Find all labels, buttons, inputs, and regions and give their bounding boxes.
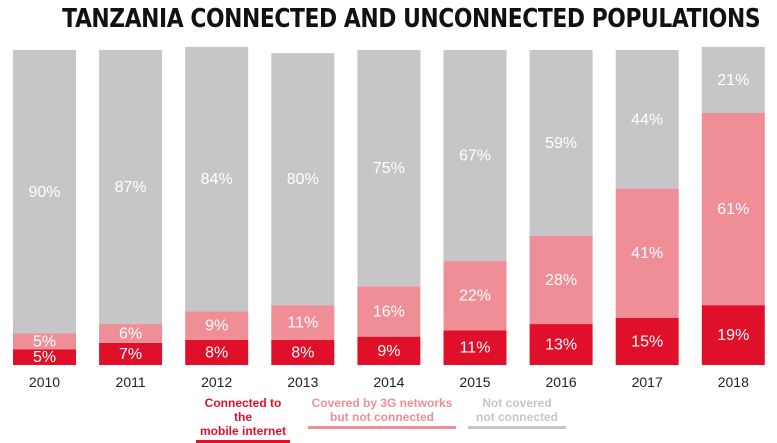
data-label-2012-covered-by: 9%	[205, 318, 228, 335]
data-label-2011-connected-to: 7%	[119, 346, 142, 363]
bar-2015-covered-by	[443, 261, 507, 331]
bar-2016-not-covered	[529, 50, 593, 236]
data-label-2014-covered-by: 16%	[373, 303, 405, 320]
data-label-2010-covered-by: 5%	[33, 333, 56, 350]
data-label-2010-connected-to: 5%	[33, 349, 56, 366]
bar-2014-connected-to	[357, 336, 421, 365]
data-label-2013-connected-to: 8%	[291, 344, 314, 361]
bar-2018-covered-by	[701, 113, 765, 306]
x-tick-label-2013: 2013	[287, 374, 318, 390]
data-label-2011-not-covered: 87%	[115, 179, 147, 196]
x-tick-label-2017: 2017	[632, 374, 663, 390]
bar-2015-not-covered	[443, 50, 507, 262]
legend-connected: Connected to the mobile internet	[196, 396, 290, 443]
data-label-2012-connected-to: 8%	[205, 344, 228, 361]
data-label-2011-covered-by: 6%	[119, 326, 142, 343]
data-label-2014-not-covered: 75%	[373, 160, 405, 177]
legend-connected-line1: Connected to the	[204, 396, 282, 424]
bar-2012-connected-to	[185, 339, 249, 365]
bar-2017-not-covered	[615, 50, 679, 189]
data-label-2018-covered-by: 61%	[717, 201, 749, 218]
data-label-2013-not-covered: 80%	[287, 171, 319, 188]
data-label-2016-connected-to: 13%	[545, 337, 577, 354]
bar-2017-connected-to	[615, 317, 679, 365]
legend-connected-line2: mobile internet	[199, 424, 286, 438]
legend-covered-swatch	[308, 426, 456, 429]
bar-2017-covered-by	[615, 188, 679, 318]
bar-2010-covered-by	[13, 333, 76, 350]
legend-covered: Covered by 3G networks but not connected	[308, 396, 456, 429]
data-label-2015-connected-to: 11%	[460, 340, 491, 357]
bar-2018-connected-to	[701, 305, 765, 365]
legend-not-covered-line1: Not covered	[482, 396, 552, 410]
bar-2012-covered-by	[185, 311, 249, 340]
data-label-2018-not-covered: 21%	[717, 72, 749, 89]
bar-2014-not-covered	[357, 50, 421, 287]
data-label-2016-covered-by: 28%	[545, 272, 577, 289]
bar-2010-connected-to	[13, 349, 76, 365]
bar-2011-not-covered	[99, 50, 163, 325]
bar-2015-connected-to	[443, 330, 507, 365]
x-tick-label-2011: 2011	[116, 374, 146, 390]
bar-2012-not-covered	[185, 46, 249, 312]
data-label-2012-not-covered: 84%	[201, 171, 233, 188]
bar-2018-not-covered	[701, 46, 765, 113]
chart-title: TANZANIA CONNECTED AND UNCONNECTED POPUL…	[62, 4, 761, 34]
data-label-2016-not-covered: 59%	[545, 135, 577, 152]
data-label-2010-not-covered: 90%	[28, 184, 60, 201]
bar-2013-connected-to	[271, 339, 335, 365]
x-tick-label-2014: 2014	[373, 374, 404, 390]
legend-covered-line2: but not connected	[330, 410, 434, 424]
data-label-2014-connected-to: 9%	[377, 343, 400, 360]
legend-not-covered-swatch	[468, 426, 566, 429]
bar-2013-not-covered	[271, 53, 335, 306]
data-label-2018-connected-to: 19%	[717, 327, 749, 344]
x-tick-label-2018: 2018	[718, 374, 749, 390]
bar-2011-connected-to	[99, 342, 163, 365]
bar-2016-connected-to	[529, 324, 593, 365]
bar-2014-covered-by	[357, 286, 421, 337]
data-label-2017-not-covered: 44%	[631, 111, 663, 128]
legend-not-covered: Not covered not connected	[468, 396, 566, 429]
data-label-2015-covered-by: 22%	[459, 288, 491, 305]
data-label-2017-connected-to: 15%	[631, 333, 663, 350]
data-label-2017-covered-by: 41%	[631, 245, 663, 262]
bar-2016-covered-by	[529, 235, 593, 325]
data-label-2015-not-covered: 67%	[459, 148, 491, 165]
x-tick-label-2016: 2016	[546, 374, 577, 390]
legend-not-covered-line2: not connected	[475, 410, 558, 424]
bar-2011-covered-by	[99, 324, 163, 343]
bar-2013-covered-by	[271, 305, 335, 340]
x-tick-label-2012: 2012	[201, 374, 232, 390]
bar-2010-not-covered	[13, 50, 76, 334]
data-label-2013-covered-by: 11%	[287, 314, 318, 331]
x-tick-label-2015: 2015	[459, 374, 490, 390]
x-tick-label-2010: 2010	[29, 374, 60, 390]
legend-covered-line1: Covered by 3G networks	[311, 396, 453, 410]
